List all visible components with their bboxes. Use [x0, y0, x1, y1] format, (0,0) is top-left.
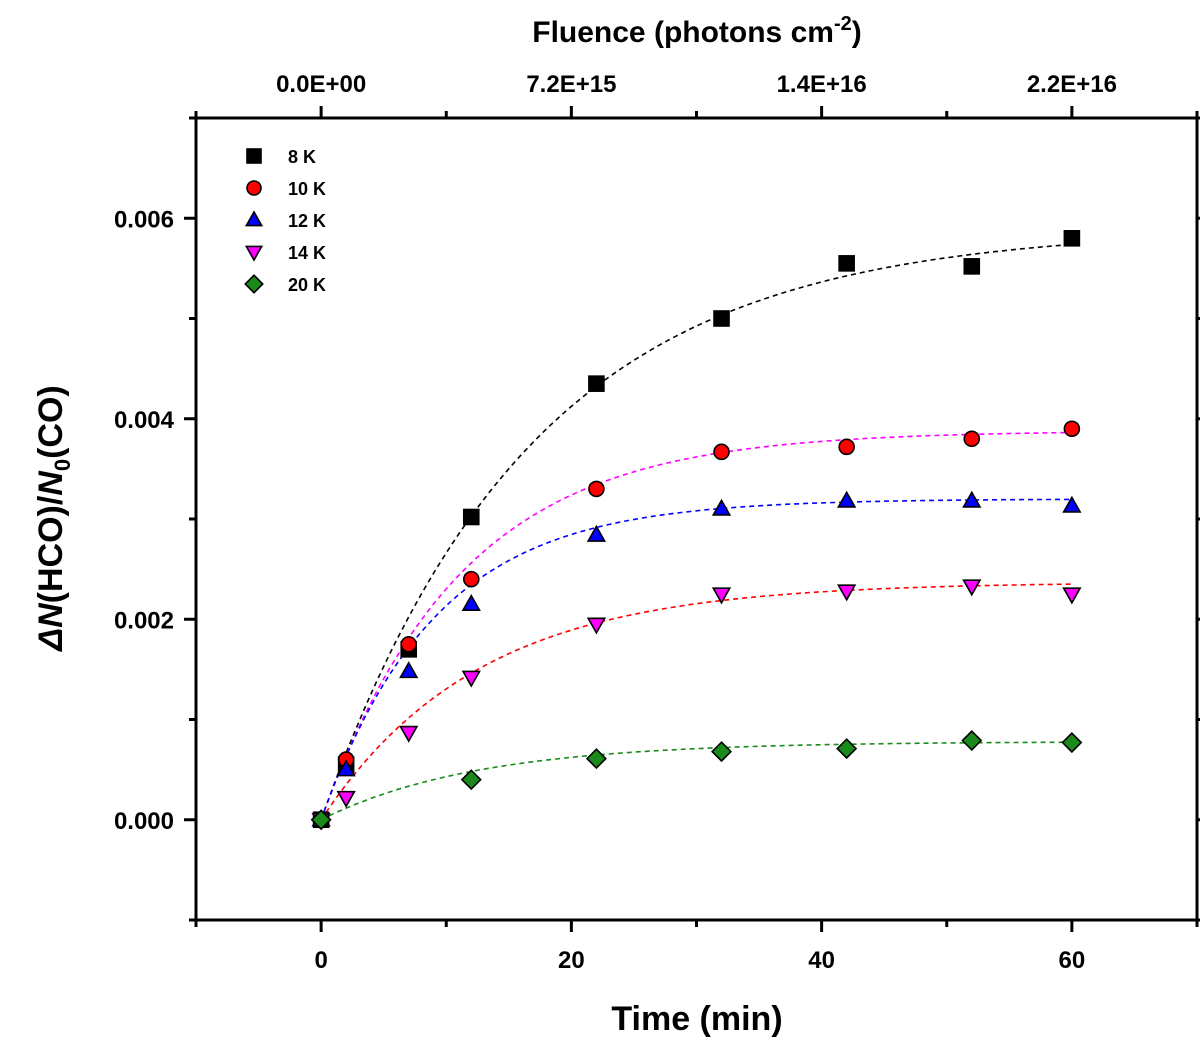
data-point-20k [460, 769, 482, 791]
data-point-20k [1061, 732, 1083, 754]
x-tick-label: 0 [314, 947, 327, 974]
y-tick-label: 0.004 [114, 407, 175, 434]
fit-curves [320, 243, 1072, 821]
x-tick-label: 20 [558, 947, 585, 974]
data-point-14k [336, 790, 356, 808]
fit-curve-14k [320, 583, 1072, 821]
legend-marker-12k [244, 210, 264, 227]
data-point-14k [586, 617, 607, 635]
legend-marker-20k [244, 274, 264, 294]
data-point-12k [399, 661, 419, 679]
top-tick-label: 7.2E+15 [526, 71, 616, 98]
fit-curve-12k [320, 498, 1072, 821]
x-tick-label: 40 [808, 947, 835, 974]
data-points [310, 230, 1083, 831]
y-tick-label: 0.002 [114, 607, 174, 634]
data-point-12k [336, 759, 356, 777]
top-tick-label: 1.4E+16 [777, 71, 867, 98]
fit-curve-8k [320, 243, 1072, 821]
data-point-20k [961, 730, 983, 752]
data-point-12k [837, 490, 857, 508]
data-point-14k [1062, 587, 1082, 605]
legend-label: 12 K [288, 211, 326, 231]
top-tick-label: 2.2E+16 [1027, 71, 1117, 98]
data-point-14k [399, 725, 419, 743]
data-point-14k [461, 670, 481, 688]
top-axis-title: Fluence (photons cm-2) [532, 13, 861, 49]
y-axis-title: ΔN(HCO)/N0(CO) [32, 385, 75, 653]
legend-label: 8 K [288, 147, 316, 167]
legend-marker-14k [244, 245, 264, 262]
data-point-10k [713, 443, 730, 461]
legend-marker-8k [246, 148, 262, 164]
x-tick-label: 60 [1059, 947, 1086, 974]
legend-label: 20 K [288, 275, 326, 295]
top-tick-label: 0.0E+00 [276, 71, 366, 98]
x-axis-title: Time (min) [611, 1000, 782, 1038]
data-point-20k [711, 741, 733, 763]
legend-label: 10 K [288, 179, 326, 199]
data-point-12k [711, 498, 732, 516]
data-point-8k [713, 310, 730, 327]
data-point-12k [586, 524, 607, 542]
data-point-10k [963, 430, 981, 448]
axis-ticks: 0 20 40 60 0.0E+00 7.2E+15 1.4E+16 2.2E+16 0.000… [114, 71, 1200, 974]
data-point-10k [462, 570, 480, 588]
data-point-12k [962, 490, 982, 508]
data-point-12k [461, 593, 481, 612]
fit-curve-20k [320, 741, 1072, 821]
data-point-10k [1063, 420, 1081, 438]
data-point-8k [963, 258, 981, 275]
data-point-8k [462, 508, 480, 526]
data-point-20k [836, 738, 858, 760]
data-point-20k [585, 748, 607, 770]
data-point-14k [711, 587, 732, 605]
legend-label: 14 K [288, 243, 326, 263]
data-point-10k [588, 480, 605, 498]
y-tick-label: 0.006 [114, 206, 174, 233]
data-point-14k [962, 579, 982, 597]
data-point-20k [310, 809, 332, 831]
data-point-10k [400, 636, 418, 653]
fit-curve-10k [320, 431, 1072, 821]
legend: 8 K 10 K 12 K 14 K 20 K [244, 147, 326, 295]
data-point-8k [588, 375, 605, 392]
data-point-8k [1063, 230, 1081, 247]
y-tick-label: 0.000 [114, 808, 174, 835]
data-point-8k [838, 255, 855, 272]
data-point-10k [838, 438, 855, 456]
data-point-12k [1062, 495, 1082, 513]
legend-marker-10k [246, 180, 262, 196]
data-point-14k [837, 584, 857, 602]
